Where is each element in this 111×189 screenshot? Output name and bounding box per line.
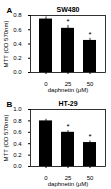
svg-text:B: B <box>7 100 13 109</box>
svg-text:MTT (OD 570nm): MTT (OD 570nm) <box>3 21 9 68</box>
svg-text:25: 25 <box>64 80 72 87</box>
svg-text:0.2: 0.2 <box>13 152 22 158</box>
svg-text:0: 0 <box>44 80 48 87</box>
svg-text:50: 50 <box>86 80 94 87</box>
svg-text:0.8: 0.8 <box>13 118 22 124</box>
svg-text:0.0: 0.0 <box>13 69 22 75</box>
svg-text:daphnetin (μM): daphnetin (μM) <box>48 181 88 187</box>
svg-text:0.2: 0.2 <box>13 55 22 61</box>
svg-text:50: 50 <box>86 174 94 181</box>
svg-text:HT-29: HT-29 <box>58 100 77 107</box>
svg-text:MTT (OD 570nm): MTT (OD 570nm) <box>3 115 9 162</box>
svg-text:1.0: 1.0 <box>13 106 22 112</box>
svg-text:25: 25 <box>64 174 72 181</box>
svg-text:0.0: 0.0 <box>13 163 22 169</box>
svg-text:daphnetin (μM): daphnetin (μM) <box>48 87 88 93</box>
svg-text:0.6: 0.6 <box>13 27 22 33</box>
svg-text:0: 0 <box>44 174 48 181</box>
svg-text:0.4: 0.4 <box>13 41 22 47</box>
svg-text:0.8: 0.8 <box>13 12 22 18</box>
svg-text:0.6: 0.6 <box>13 129 22 135</box>
svg-text:*: * <box>66 17 69 26</box>
svg-text:*: * <box>66 122 69 131</box>
svg-text:0.4: 0.4 <box>13 141 22 147</box>
svg-text:*: * <box>88 30 91 39</box>
svg-text:A: A <box>7 6 13 15</box>
svg-text:SW480: SW480 <box>57 6 80 13</box>
svg-text:*: * <box>88 132 91 141</box>
